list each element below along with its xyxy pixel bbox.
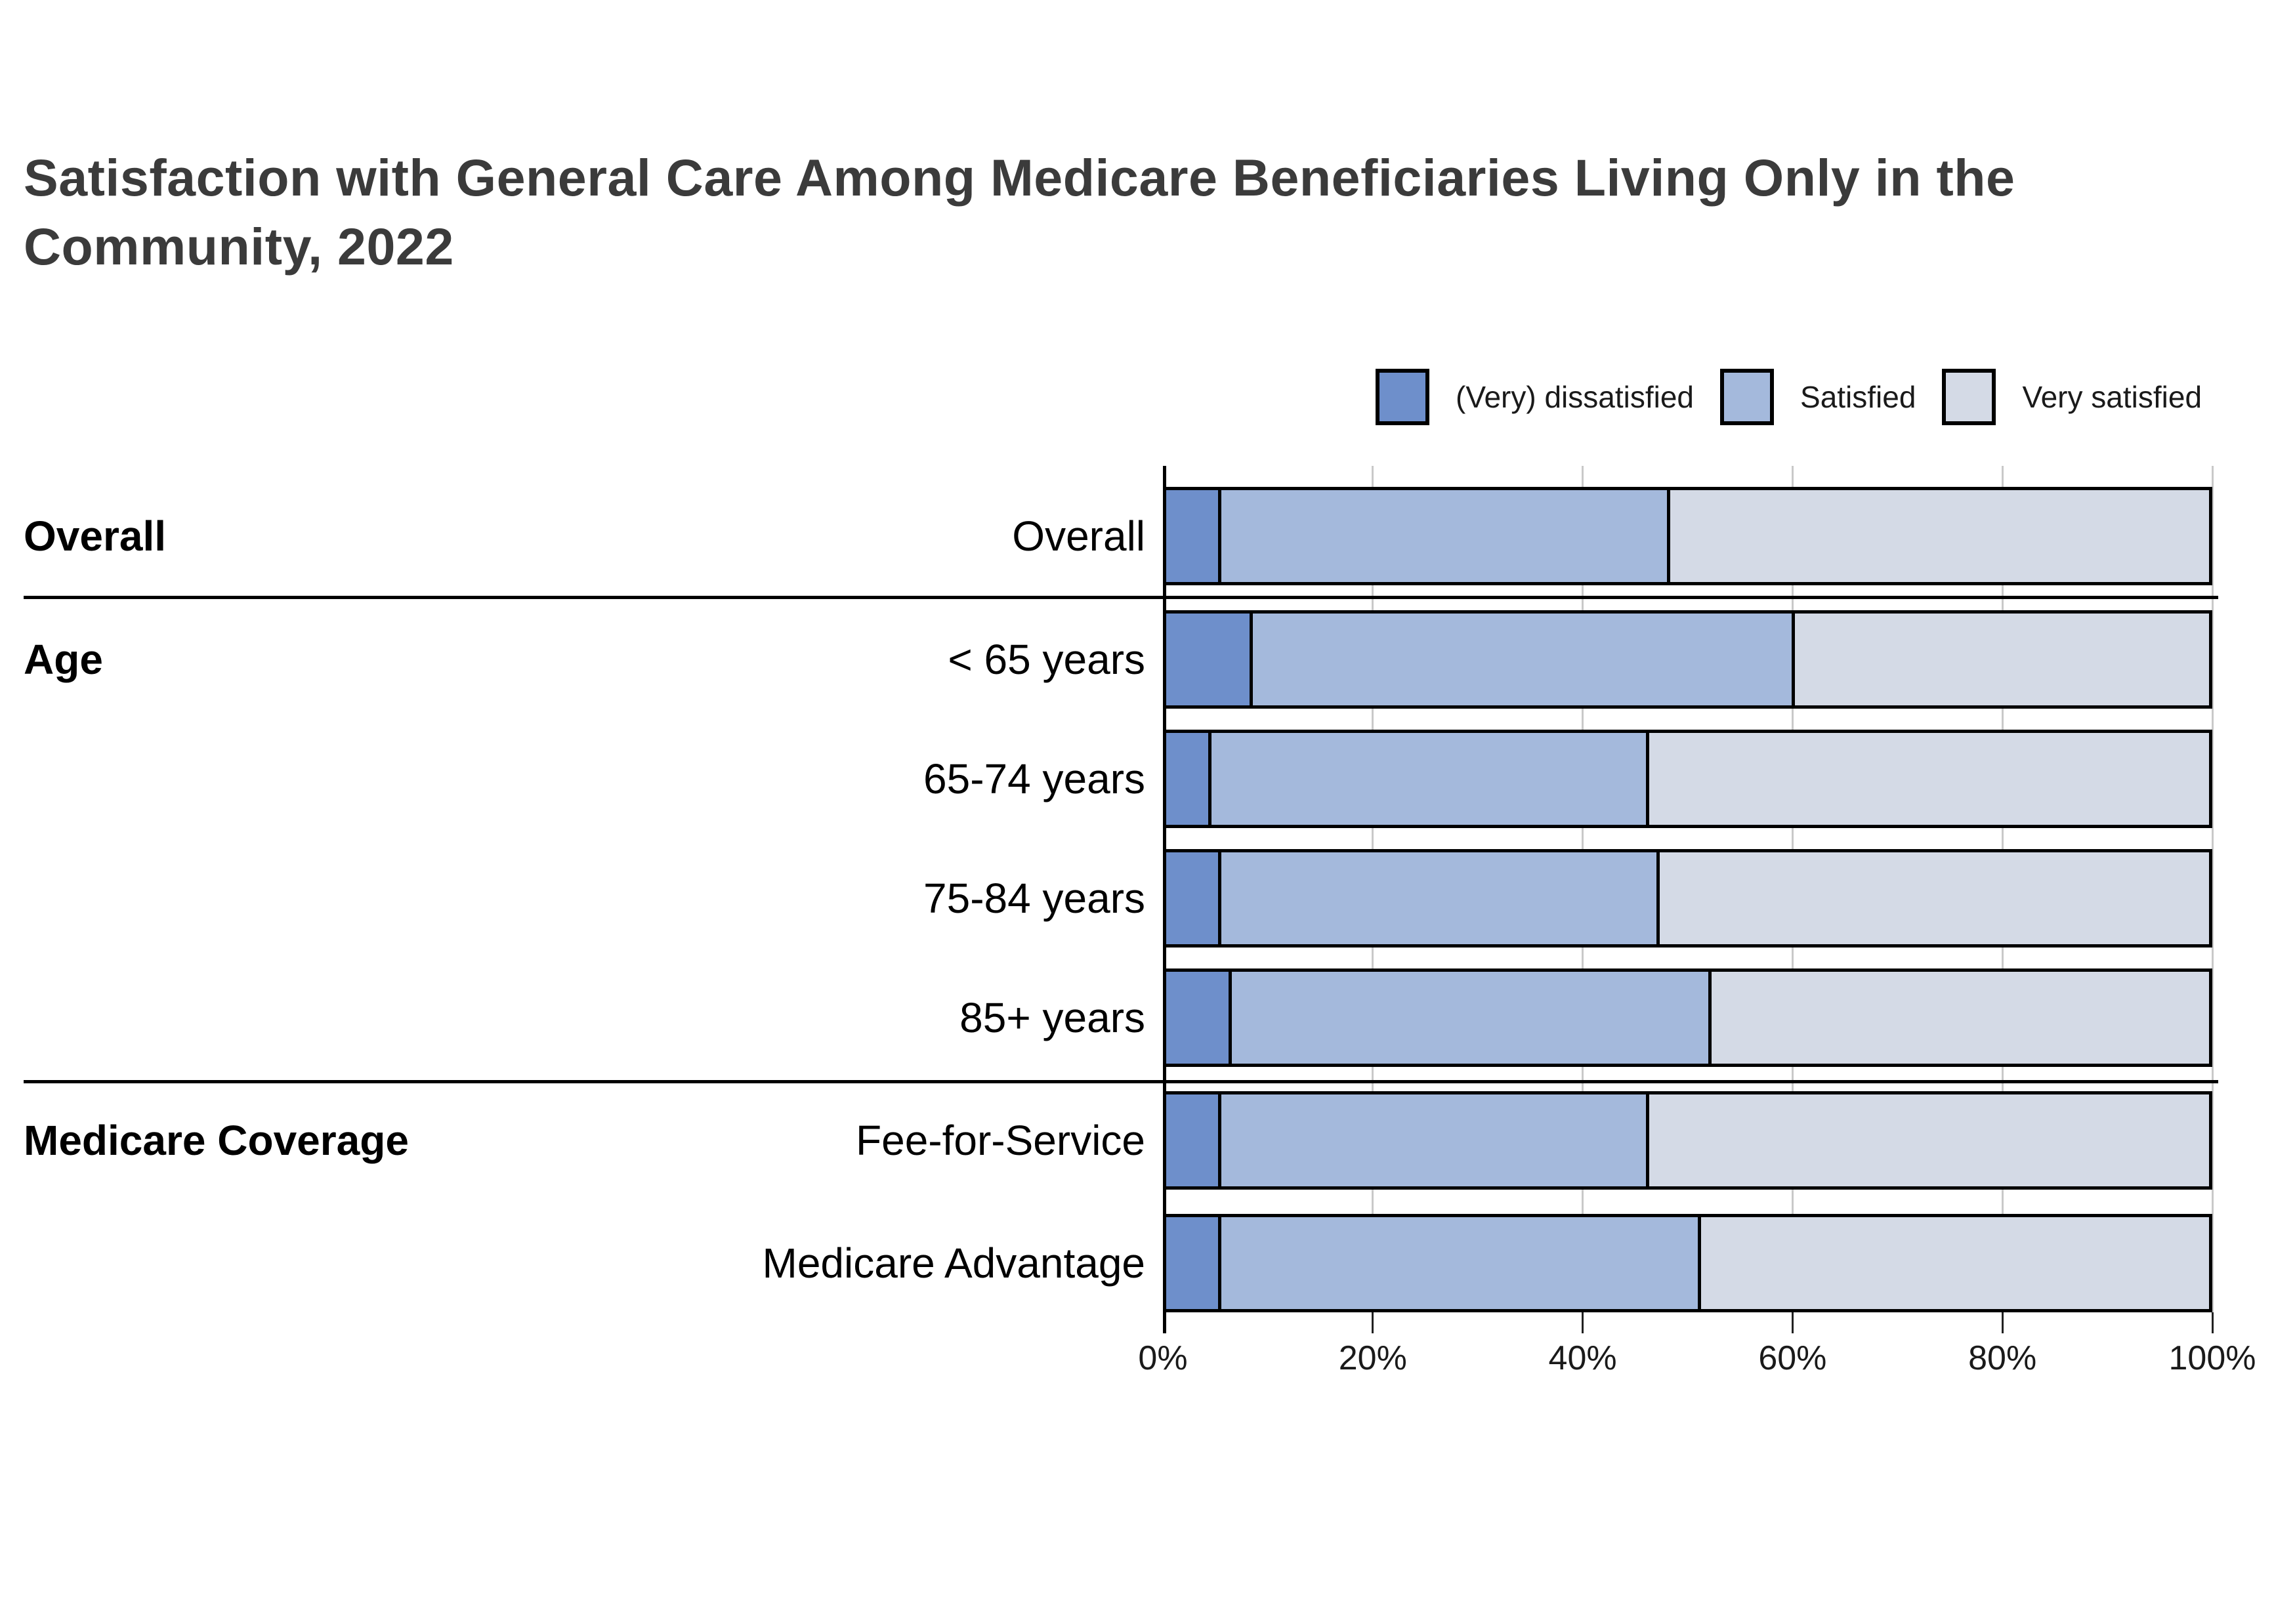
x-axis-label-100pct: 100% bbox=[2168, 1339, 2256, 1377]
axis-tick-20 bbox=[1372, 1312, 1374, 1333]
axis-tick-80 bbox=[2001, 1312, 2004, 1333]
row-label-3: 65-74 years bbox=[923, 755, 1145, 802]
bar-segment-very-dissatisfied bbox=[1166, 852, 1219, 944]
legend-label-3: Very satisfied bbox=[2022, 380, 2202, 414]
bar-segment-very-satisfied bbox=[1645, 1094, 2209, 1186]
legend-label-1: (Very) dissatisfied bbox=[1456, 380, 1695, 414]
group-label-medicare-coverage: Medicare Coverage bbox=[24, 1117, 409, 1164]
bar-segment-very-satisfied bbox=[1708, 972, 2209, 1064]
chart-title: Satisfaction with General Care Among Med… bbox=[24, 143, 2255, 281]
bar-segment-very-dissatisfied bbox=[1166, 1094, 1219, 1186]
bar-row-3 bbox=[1163, 730, 2212, 828]
bar-segment-very-satisfied bbox=[1666, 490, 2209, 582]
group-label-overall: Overall bbox=[24, 512, 167, 560]
row-label-7: Medicare Advantage bbox=[762, 1239, 1146, 1287]
group-separator-1 bbox=[24, 596, 2218, 599]
x-axis-label-80pct: 80% bbox=[1968, 1339, 2037, 1377]
bar-segment-satisfied bbox=[1218, 1094, 1646, 1186]
row-label-2: < 65 years bbox=[948, 636, 1145, 683]
bar-segment-very-dissatisfied bbox=[1166, 614, 1250, 705]
group-separator-2 bbox=[24, 1080, 2218, 1083]
bar-segment-very-satisfied bbox=[1792, 614, 2209, 705]
axis-tick-60 bbox=[1791, 1312, 1794, 1333]
gridline-100 bbox=[2211, 466, 2214, 1312]
bar-segment-satisfied bbox=[1229, 972, 1709, 1064]
bar-row-4 bbox=[1163, 849, 2212, 947]
row-label-6: Fee-for-Service bbox=[856, 1117, 1145, 1164]
bar-segment-satisfied bbox=[1218, 1217, 1698, 1309]
bar-row-5 bbox=[1163, 968, 2212, 1067]
bar-segment-satisfied bbox=[1250, 614, 1792, 705]
legend-swatch-2 bbox=[1720, 369, 1775, 425]
bar-row-6 bbox=[1163, 1091, 2212, 1190]
group-label-age: Age bbox=[24, 636, 103, 683]
bar-segment-very-dissatisfied bbox=[1166, 972, 1229, 1064]
x-axis-label-40pct: 40% bbox=[1548, 1339, 1617, 1377]
x-axis-label-0pct: 0% bbox=[1138, 1339, 1188, 1377]
bar-row-1 bbox=[1163, 487, 2212, 585]
bar-row-2 bbox=[1163, 610, 2212, 709]
x-axis-label-20pct: 20% bbox=[1338, 1339, 1407, 1377]
bar-segment-satisfied bbox=[1208, 733, 1646, 825]
row-label-5: 85+ years bbox=[959, 994, 1145, 1041]
bar-segment-very-dissatisfied bbox=[1166, 1217, 1219, 1309]
bar-segment-very-dissatisfied bbox=[1166, 733, 1208, 825]
legend: (Very) dissatisfied Satisfied Very satisfi… bbox=[1376, 369, 2202, 425]
row-label-4: 75-84 years bbox=[923, 875, 1145, 922]
bar-segment-very-satisfied bbox=[1656, 852, 2209, 944]
x-axis-label-60pct: 60% bbox=[1758, 1339, 1827, 1377]
bar-segment-very-satisfied bbox=[1698, 1217, 2209, 1309]
bar-segment-very-dissatisfied bbox=[1166, 490, 1219, 582]
chart-title-line-2: Community, 2022 bbox=[24, 217, 454, 276]
bar-segment-very-satisfied bbox=[1645, 733, 2209, 825]
bar-segment-satisfied bbox=[1218, 852, 1656, 944]
legend-label-2: Satisfied bbox=[1800, 380, 1916, 414]
legend-swatch-1 bbox=[1376, 369, 1429, 425]
bar-row-7 bbox=[1163, 1214, 2212, 1312]
bar-segment-satisfied bbox=[1218, 490, 1667, 582]
row-label-1: Overall bbox=[1012, 512, 1145, 560]
legend-swatch-3 bbox=[1942, 369, 1996, 425]
axis-tick-100 bbox=[2211, 1312, 2214, 1333]
axis-tick-40 bbox=[1582, 1312, 1584, 1333]
chart-title-line-1: Satisfaction with General Care Among Med… bbox=[24, 148, 2015, 207]
